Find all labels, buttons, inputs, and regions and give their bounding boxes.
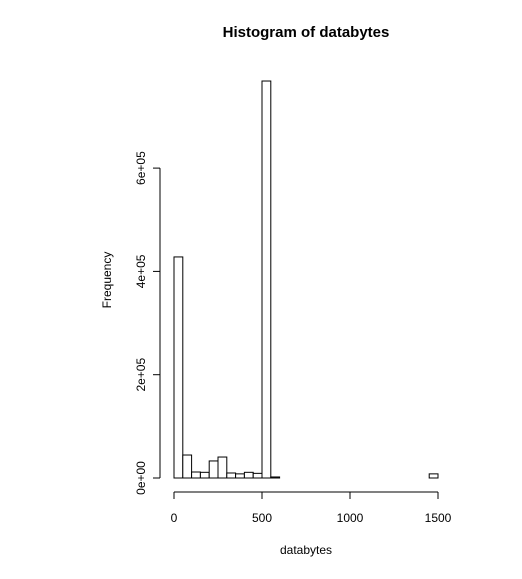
bar [199,471,210,479]
x-tick-label: 500 [252,511,272,525]
bar [217,456,228,479]
bar [261,80,272,479]
chart-title: Histogram of databytes [223,24,390,41]
bar [252,472,263,479]
bar [243,471,254,479]
y-tick-label: 0e+00 [134,461,148,495]
bar [191,471,201,479]
bar [428,473,439,479]
y-axis-label: Frequency [100,252,114,309]
y-tick-label: 6e+05 [134,151,148,185]
y-tick-label: 4e+05 [134,254,148,288]
x-tick-label: 1500 [425,511,452,525]
bar [270,476,281,479]
x-tick-label: 1000 [337,511,364,525]
x-axis-label: databytes [280,543,332,557]
bar [235,473,245,479]
bar [173,256,184,479]
bar [226,472,237,479]
bar [182,454,193,479]
y-tick-label: 2e+05 [134,358,148,392]
x-tick-label: 0 [171,511,178,525]
bar [208,460,219,479]
